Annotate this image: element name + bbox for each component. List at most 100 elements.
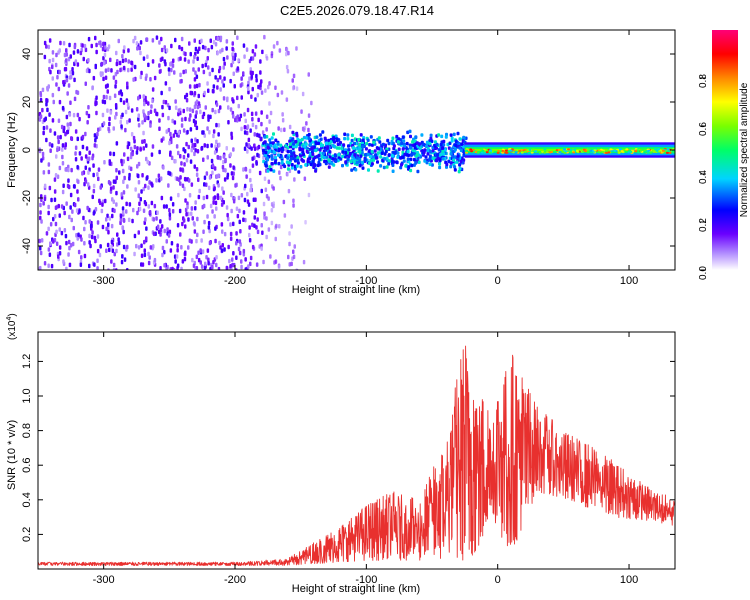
heatmap-cell: [124, 57, 127, 63]
heatmap-cell: [357, 138, 361, 142]
heatmap-cell: [232, 71, 235, 76]
heatmap-cell: [150, 104, 153, 109]
heatmap-cell: [381, 142, 385, 147]
heatmap-cell: [270, 53, 274, 59]
heatmap-cell: [523, 150, 527, 153]
heatmap-cell: [52, 216, 55, 222]
heatmap-cell: [49, 148, 52, 153]
heatmap-cell: [61, 143, 65, 148]
heatmap-cell: [219, 245, 222, 250]
heatmap-cell: [356, 156, 359, 160]
heatmap-cell: [363, 158, 367, 162]
x-tick-label: -100: [355, 275, 377, 287]
heatmap-cell: [66, 91, 69, 96]
heatmap-cell: [274, 259, 278, 264]
heatmap-cell: [194, 200, 197, 205]
heatmap-cell: [65, 266, 68, 270]
heatmap-cell: [273, 160, 277, 165]
heatmap-cell: [145, 176, 148, 181]
heatmap-cell: [119, 119, 122, 125]
heatmap-cell: [62, 183, 65, 188]
heatmap-cell: [236, 118, 239, 123]
heatmap-cell: [100, 61, 104, 67]
heatmap-cell: [250, 74, 253, 79]
heatmap-cell: [213, 166, 217, 171]
heatmap-cell: [184, 250, 187, 255]
heatmap-cell: [563, 148, 566, 151]
heatmap-cell: [147, 111, 150, 116]
heatmap-cell: [109, 57, 112, 63]
heatmap-cell: [207, 88, 210, 93]
heatmap-cell: [350, 133, 354, 138]
heatmap-cell: [325, 155, 329, 159]
heatmap-cell: [277, 147, 281, 152]
heatmap-cell: [341, 154, 345, 159]
heatmap-cell: [314, 169, 318, 173]
heatmap-cell: [223, 177, 227, 182]
heatmap-cell: [582, 148, 586, 151]
heatmap-cell: [663, 151, 667, 154]
heatmap-cell: [189, 159, 193, 164]
heatmap-cell: [572, 151, 576, 154]
heatmap-cell: [121, 210, 125, 215]
heatmap-cell: [360, 150, 364, 155]
heatmap-cell: [56, 135, 60, 140]
heatmap-cell: [307, 136, 311, 141]
heatmap-cell: [180, 123, 184, 128]
heatmap-cell: [137, 161, 141, 167]
heatmap-cell: [361, 166, 365, 170]
heatmap-cell: [86, 205, 89, 211]
heatmap-cell: [207, 220, 211, 226]
heatmap-cell: [237, 103, 240, 109]
heatmap-cell: [197, 194, 201, 200]
heatmap-cell: [448, 141, 452, 145]
heatmap-cell: [229, 107, 233, 112]
heatmap-cell: [395, 160, 399, 165]
heatmap-cell: [220, 222, 224, 227]
x-tick-label: -300: [93, 275, 115, 287]
heatmap-cell: [68, 112, 72, 117]
colorbar-ticks: 0.00.20.40.60.8: [698, 74, 709, 280]
heatmap-cell: [304, 220, 307, 225]
heatmap-cell: [453, 165, 457, 169]
heatmap-cell: [95, 42, 98, 48]
heatmap-cell: [441, 157, 445, 161]
heatmap-cell: [108, 121, 111, 127]
heatmap-cell: [231, 175, 235, 181]
heatmap-cell: [311, 159, 315, 164]
heatmap-cell: [256, 152, 259, 158]
heatmap-cell: [228, 258, 231, 264]
heatmap-cell: [145, 226, 148, 231]
heatmap-cell: [201, 44, 205, 50]
heatmap-cell: [38, 148, 42, 154]
heatmap-cell: [159, 219, 162, 224]
heatmap-cell: [411, 140, 415, 144]
heatmap-cell: [449, 147, 453, 151]
heatmap-cell: [193, 151, 196, 157]
heatmap-cell: [185, 98, 189, 103]
heatmap-cell: [251, 244, 255, 250]
heatmap-cell: [179, 175, 182, 180]
heatmap-cell: [108, 161, 112, 166]
heatmap-cell: [93, 235, 97, 241]
heatmap-cell: [128, 118, 131, 123]
heatmap-cell: [279, 175, 282, 181]
heatmap-cell: [57, 139, 60, 145]
heatmap-cell: [47, 169, 51, 175]
heatmap-cell: [169, 152, 172, 157]
heatmap-cell: [198, 46, 201, 51]
heatmap-cell: [105, 217, 108, 222]
heatmap-cell: [347, 144, 350, 148]
heatmap-cell: [321, 130, 325, 134]
heatmap-cell: [133, 251, 136, 257]
heatmap-cell: [223, 247, 226, 252]
heatmap-cell: [429, 150, 432, 154]
heatmap-cell: [185, 212, 188, 217]
heatmap-cell: [483, 151, 486, 154]
heatmap-cell: [127, 67, 130, 73]
heatmap-cell: [40, 197, 43, 202]
heatmap-cell: [397, 137, 401, 141]
heatmap-cell: [51, 118, 55, 123]
heatmap-cell: [441, 149, 445, 154]
